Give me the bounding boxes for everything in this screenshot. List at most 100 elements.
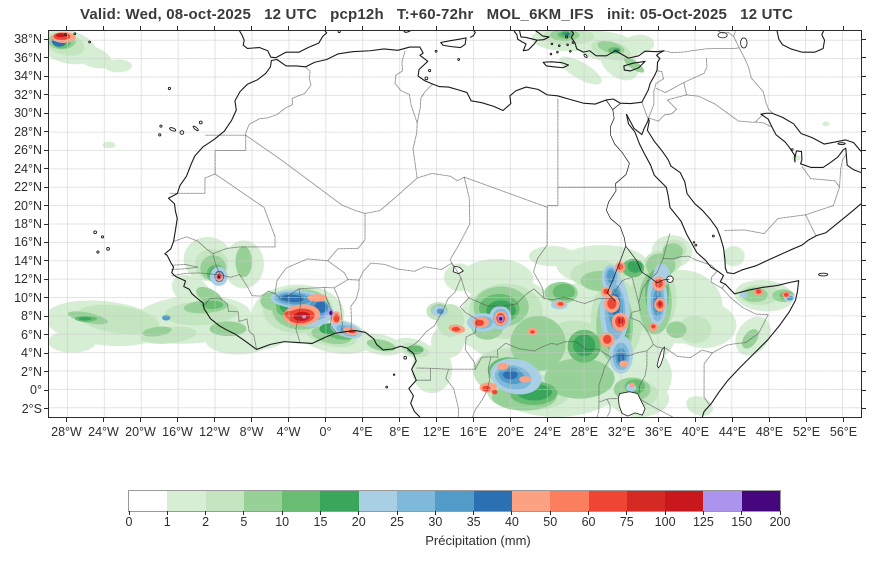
river-nile xyxy=(606,100,669,301)
lon-tick-label: 28°E xyxy=(570,425,599,439)
colorbar-tick-label: 75 xyxy=(619,515,634,529)
coastline-iberia xyxy=(240,31,327,58)
colorbar-tick-mark xyxy=(664,511,666,515)
grid-layer xyxy=(49,31,861,417)
lat-tick-mark xyxy=(44,241,48,243)
lat-tick-mark xyxy=(44,75,48,77)
coastline-sicily-italy xyxy=(404,31,476,48)
lon-tick-label: 24°W xyxy=(88,425,119,439)
lon-tick-label: 48°E xyxy=(755,425,784,439)
lat-tick-mark xyxy=(44,186,48,188)
lat-tick-label: 28°N xyxy=(14,124,42,139)
lat-tick-label: 8°N xyxy=(21,309,42,324)
colorbar-cell-75-100 xyxy=(626,491,666,511)
lon-tick-label: 44°E xyxy=(718,425,747,439)
colorbar-tick-label: 1 xyxy=(163,515,171,529)
colorbar-cell-1-2 xyxy=(167,491,206,511)
lon-tick-mark xyxy=(547,418,548,422)
lat-tick-mark xyxy=(44,297,48,299)
lat-tick-mark xyxy=(44,168,48,170)
lon-tick-mark xyxy=(399,418,400,422)
colorbar-tick-mark xyxy=(741,511,743,515)
lat-tick-mark xyxy=(44,38,48,40)
lat-tick-label: 0° xyxy=(30,383,42,398)
lon-tick-mark xyxy=(436,418,437,422)
lon-tick-mark xyxy=(843,418,844,422)
lat-tick-mark xyxy=(862,315,866,317)
lat-tick-label: 38°N xyxy=(14,32,42,47)
colorbar-tick-mark xyxy=(358,511,360,515)
lon-tick-mark xyxy=(140,26,141,30)
lat-tick-mark xyxy=(862,408,866,410)
colorbar-tick-mark xyxy=(128,511,130,515)
lon-tick-label: 56°E xyxy=(829,425,858,439)
colorbar xyxy=(128,490,781,512)
borders-west-africa xyxy=(171,174,461,350)
lat-tick-label: 20°N xyxy=(14,198,42,213)
coastline-africa xyxy=(165,31,664,417)
lon-tick-mark xyxy=(547,26,548,30)
precip-layer xyxy=(49,31,830,417)
lat-tick-mark xyxy=(44,57,48,59)
borders-middle-east xyxy=(642,31,846,235)
lat-tick-label: 16°N xyxy=(14,235,42,250)
colorbar-tick-label: 25 xyxy=(390,515,404,529)
lat-tick-mark xyxy=(862,389,866,391)
lat-tick-mark xyxy=(44,371,48,373)
lat-tick-label: 34°N xyxy=(14,69,42,84)
lon-tick-label: 40°E xyxy=(681,425,710,439)
lat-tick-mark xyxy=(44,278,48,280)
lat-tick-mark xyxy=(862,223,866,225)
lon-tick-mark xyxy=(66,26,67,30)
figure-title: Valid: Wed, 08-oct-2025 12 UTC pcp12h T:… xyxy=(79,6,794,23)
colorbar-cell-0-1 xyxy=(129,491,168,511)
lon-tick-label: 12°W xyxy=(199,425,230,439)
colorbar-tick-label: 40 xyxy=(504,515,519,529)
lon-tick-mark xyxy=(103,418,104,422)
colorbar-tick-mark xyxy=(205,511,207,515)
colorbar-tick-label: 0 xyxy=(125,515,133,529)
lat-tick-label: 30°N xyxy=(14,106,42,121)
lon-tick-mark xyxy=(584,26,585,30)
lon-tick-label: 20°W xyxy=(125,425,156,439)
lat-tick-label: 36°N xyxy=(14,50,42,65)
colorbar-cell-150-200 xyxy=(741,491,781,511)
lon-tick-mark xyxy=(510,418,511,422)
lon-tick-mark xyxy=(769,418,770,422)
lon-tick-mark xyxy=(325,26,326,30)
lon-tick-label: 12°E xyxy=(422,425,451,439)
colorbar-cell-100-125 xyxy=(665,491,704,511)
lon-tick-mark xyxy=(473,418,474,422)
lat-tick-mark xyxy=(862,168,866,170)
lat-tick-mark xyxy=(862,334,866,336)
lon-tick-mark xyxy=(621,26,622,30)
lat-tick-label: 4°N xyxy=(21,346,42,361)
lat-tick-label: 26°N xyxy=(14,143,42,158)
coastline-red-sea-horn xyxy=(626,114,798,417)
colorbar-tick-label: 150 xyxy=(731,515,753,529)
colorbar-tick-mark xyxy=(281,511,283,515)
lat-tick-label: 18°N xyxy=(14,217,42,231)
lon-tick-mark xyxy=(806,26,807,30)
lon-tick-label: 36°E xyxy=(644,425,673,439)
colorbar-tick-label: 100 xyxy=(654,515,676,529)
colorbar-cell-125-150 xyxy=(703,491,742,511)
lon-tick-mark xyxy=(473,26,474,30)
colorbar-tick-mark xyxy=(473,511,475,515)
lon-tick-mark xyxy=(732,26,733,30)
lon-tick-mark xyxy=(251,26,252,30)
lon-tick-mark xyxy=(251,418,252,422)
lat-tick-mark xyxy=(862,131,866,133)
colorbar-cell-25-30 xyxy=(397,491,436,511)
lat-tick-mark xyxy=(44,334,48,336)
lon-tick-mark xyxy=(658,418,659,422)
coastline-caspian xyxy=(777,31,825,52)
lat-tick-label: 14°N xyxy=(14,253,42,268)
colorbar-tick-label: 125 xyxy=(692,515,714,529)
lat-tick-label: 2°N xyxy=(21,364,42,379)
colorbar-tick-label: 20 xyxy=(351,515,366,529)
borders-central-africa xyxy=(416,233,768,417)
colorbar-cell-50-60 xyxy=(550,491,589,511)
map-canvas xyxy=(49,31,861,417)
